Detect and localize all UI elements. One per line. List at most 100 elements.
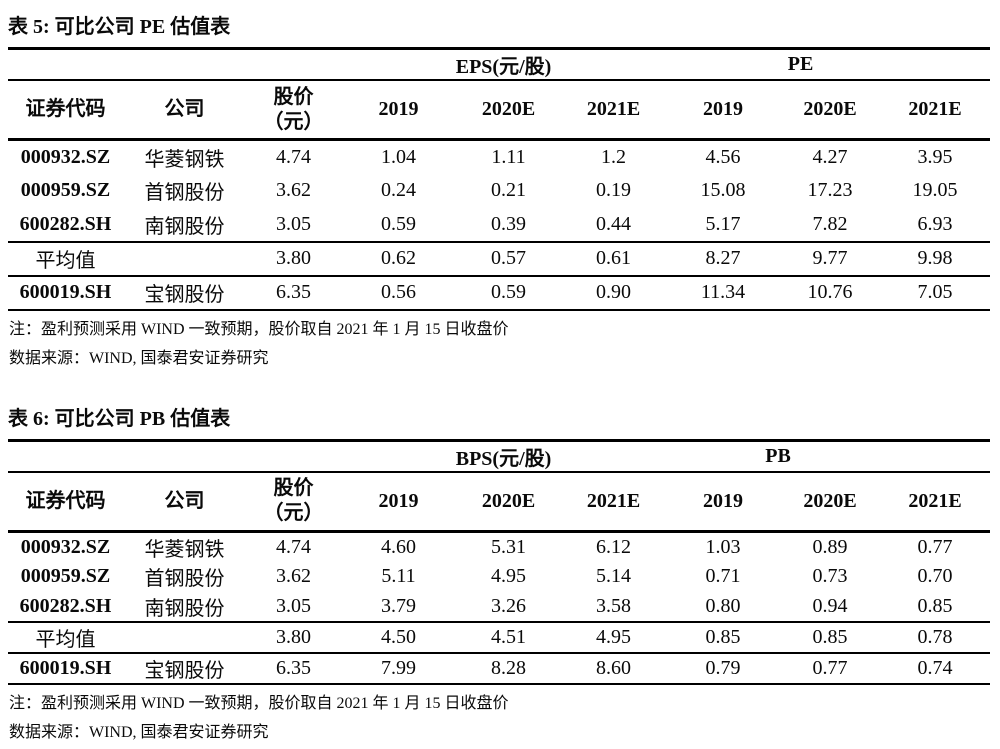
company-name-cell: 首钢股份 [144, 568, 225, 590]
column-header-row: 证券代码 公司 股价 （元） 2019 2020E 2021E 2019 202… [8, 80, 991, 141]
value-cell: 0.77 [780, 652, 881, 685]
value-cell: 4.95 [491, 565, 526, 587]
table-row: 600019.SH 宝钢股份 6.35 0.56 0.59 0.90 11.34 10.76 7… [8, 275, 991, 311]
value-cell: 3.05 [246, 591, 341, 623]
value-cell: 3.05 [246, 207, 341, 243]
bps-group-label: BPS(元/股) [341, 440, 667, 473]
group-header-row: BPS(元/股) PB [8, 440, 991, 473]
col-header-company: 公司 [123, 80, 246, 141]
eps-group-label: EPS(元/股) [341, 48, 667, 81]
col-header-eps-2019: 2019 [341, 80, 456, 141]
col-header-bps-2021e: 2021E [561, 471, 667, 533]
value-cell: 0.90 [561, 275, 667, 311]
value-cell: 0.78 [880, 621, 991, 654]
value-cell: 0.85 [666, 621, 781, 654]
value-cell: 3.95 [917, 145, 953, 168]
table5-note: 注：盈利预测采用 WIND 一致预期，股价取自 2021 年 1 月 15 日收… [9, 320, 509, 338]
value-cell: 0.62 [341, 241, 456, 277]
pe-table-body: 000932.SZ 华菱钢铁 4.74 1.04 1.11 1.2 4.56 4.27 3.95… [8, 140, 991, 311]
security-code-cell: 600019.SH [8, 652, 123, 685]
col-header-pe-2020e: 2020E [780, 80, 881, 141]
value-cell: 15.08 [700, 179, 746, 201]
value-cell: 0.44 [561, 207, 667, 243]
value-cell: 10.76 [780, 275, 881, 311]
col-header-security-code: 证券代码 [8, 80, 123, 141]
value-cell: 0.19 [596, 179, 632, 201]
value-cell: 4.50 [341, 621, 456, 654]
value-cell: 0.89 [812, 535, 848, 558]
value-cell: 8.28 [456, 652, 561, 685]
value-cell: 5.11 [381, 565, 416, 587]
value-cell: 0.70 [917, 565, 953, 587]
value-cell: 5.14 [596, 565, 632, 587]
col-header-pb-2021e: 2021E [880, 471, 991, 533]
security-code-cell: 000959.SZ [20, 565, 111, 587]
table-row: 600019.SH 宝钢股份 6.35 7.99 8.28 8.60 0.79 0.77 0.7… [8, 652, 991, 685]
value-cell: 4.56 [705, 145, 741, 168]
value-cell: 0.59 [341, 207, 456, 243]
table-row: 000959.SZ 首钢股份 3.62 5.11 4.95 5.14 0.71 0.73 0.7… [8, 562, 990, 592]
value-cell: 6.35 [246, 652, 341, 685]
value-cell: 0.79 [666, 652, 781, 685]
value-cell: 8.60 [561, 652, 667, 685]
group-header-spacer [8, 48, 341, 81]
value-cell: 0.24 [381, 179, 416, 201]
value-cell: 0.85 [880, 591, 991, 623]
table-row: 平均值 3.80 0.62 0.57 0.61 8.27 9.77 9.98 [8, 241, 991, 277]
value-cell: 4.60 [381, 535, 416, 558]
col-header-pb-2020e: 2020E [780, 471, 881, 533]
security-code-cell: 000932.SZ [20, 535, 111, 558]
value-cell: 0.80 [666, 591, 781, 623]
value-cell: 0.74 [880, 652, 991, 685]
value-cell: 0.71 [705, 565, 741, 587]
value-cell: 0.61 [561, 241, 667, 277]
security-code-cell: 000932.SZ [20, 145, 111, 168]
value-cell: 3.62 [276, 565, 311, 587]
value-cell: 11.34 [666, 275, 781, 311]
value-cell: 9.77 [780, 241, 881, 277]
company-name-cell [123, 241, 246, 277]
table6-title: 表 6: 可比公司 PB 估值表 [8, 407, 231, 430]
pb-valuation-section: 表 6: 可比公司 PB 估值表 BPS(元/股) PB 证券代码 公司 股价 … [8, 407, 991, 743]
value-cell: 3.79 [341, 591, 456, 623]
group-header-row: EPS(元/股) PE [8, 48, 991, 81]
value-cell: 4.74 [276, 145, 311, 168]
value-cell: 0.85 [780, 621, 881, 654]
pe-group-label: PE [666, 48, 991, 81]
value-cell: 4.74 [276, 535, 311, 558]
pe-valuation-table: EPS(元/股) PE 证券代码 公司 股价 （元） 2019 2020E 20… [8, 47, 991, 311]
value-cell: 5.17 [666, 207, 781, 243]
value-cell: 0.56 [341, 275, 456, 311]
value-cell: 0.59 [456, 275, 561, 311]
value-cell: 4.51 [456, 621, 561, 654]
security-code-cell: 600282.SH [8, 591, 123, 623]
value-cell: 3.26 [456, 591, 561, 623]
company-name-cell: 宝钢股份 [123, 275, 246, 311]
value-cell: 6.93 [880, 207, 991, 243]
col-header-price: 股价 （元） [246, 471, 341, 533]
value-cell: 7.82 [780, 207, 881, 243]
col-header-security-code: 证券代码 [8, 471, 123, 533]
security-code-cell: 600282.SH [8, 207, 123, 243]
value-cell: 0.57 [456, 241, 561, 277]
table5-title: 表 5: 可比公司 PE 估值表 [8, 16, 231, 38]
table6-source: 数据来源：WIND, 国泰君安证券研究 [9, 723, 269, 741]
company-name-cell: 华菱钢铁 [144, 148, 225, 171]
value-cell: 7.99 [341, 652, 456, 685]
security-code-cell: 平均值 [8, 621, 123, 654]
table-row: 600282.SH 南钢股份 3.05 0.59 0.39 0.44 5.17 7.82 6.9… [8, 207, 991, 243]
pb-valuation-table: BPS(元/股) PB 证券代码 公司 股价 （元） 2019 2020E 20… [8, 438, 991, 685]
company-name-cell: 南钢股份 [123, 591, 246, 623]
value-cell: 4.95 [561, 621, 667, 654]
value-cell: 0.77 [917, 535, 953, 558]
company-name-cell: 华菱钢铁 [144, 538, 225, 561]
value-cell: 4.27 [812, 145, 848, 168]
value-cell: 3.80 [246, 241, 341, 277]
value-cell: 19.05 [912, 179, 958, 201]
company-name-cell: 南钢股份 [123, 207, 246, 243]
table-row: 600282.SH 南钢股份 3.05 3.79 3.26 3.58 0.80 0.94 0.8… [8, 591, 991, 623]
value-cell: 3.62 [276, 179, 311, 201]
pb-table-body: 000932.SZ 华菱钢铁 4.74 4.60 5.31 6.12 1.03 0.89 0.7… [8, 531, 991, 685]
value-cell: 3.80 [246, 621, 341, 654]
